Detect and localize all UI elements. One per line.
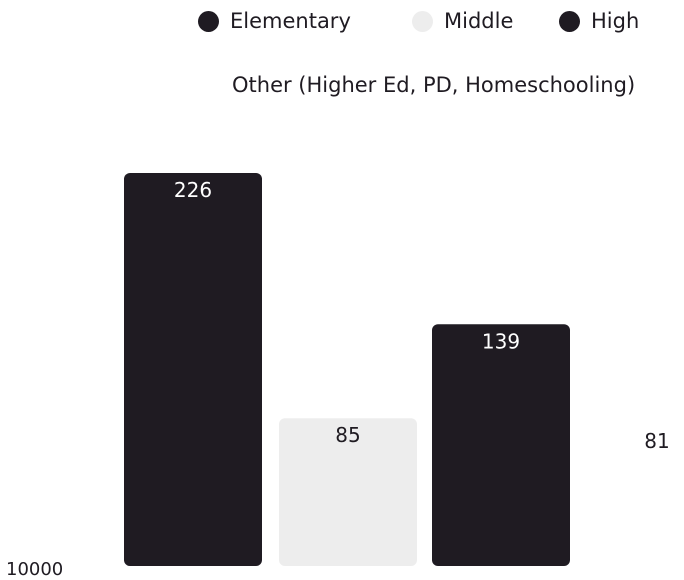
legend-label-other: Other (Higher Ed, PD, Homeschooling)	[232, 73, 636, 97]
data-label-elementary: 226	[174, 178, 212, 202]
bar-high[interactable]	[432, 324, 570, 566]
data-label-other: 81	[644, 429, 669, 453]
legend-item-other[interactable]: Other (Higher Ed, PD, Homeschooling)	[232, 73, 635, 97]
legend-item-middle[interactable]: Middle	[412, 9, 513, 33]
legend-label-elementary: Elementary	[230, 9, 351, 33]
bar-middle[interactable]	[279, 418, 417, 566]
bar-other[interactable]	[627, 425, 684, 566]
data-label-high: 139	[482, 329, 520, 353]
y-axis-tick-label: 10000	[6, 559, 64, 580]
legend-item-high[interactable]: High	[559, 9, 639, 33]
legend-swatch-high	[559, 10, 580, 32]
legend-swatch-middle	[412, 10, 433, 32]
legend-label-high: High	[591, 9, 640, 33]
chart-legend: Elementary Middle High Other (Higher Ed,…	[0, 0, 684, 110]
legend-item-elementary[interactable]: Elementary	[198, 9, 351, 33]
legend-label-middle: Middle	[444, 9, 514, 33]
data-label-middle: 85	[335, 423, 360, 447]
legend-swatch-elementary	[198, 10, 219, 32]
bar-elementary[interactable]	[124, 173, 262, 566]
